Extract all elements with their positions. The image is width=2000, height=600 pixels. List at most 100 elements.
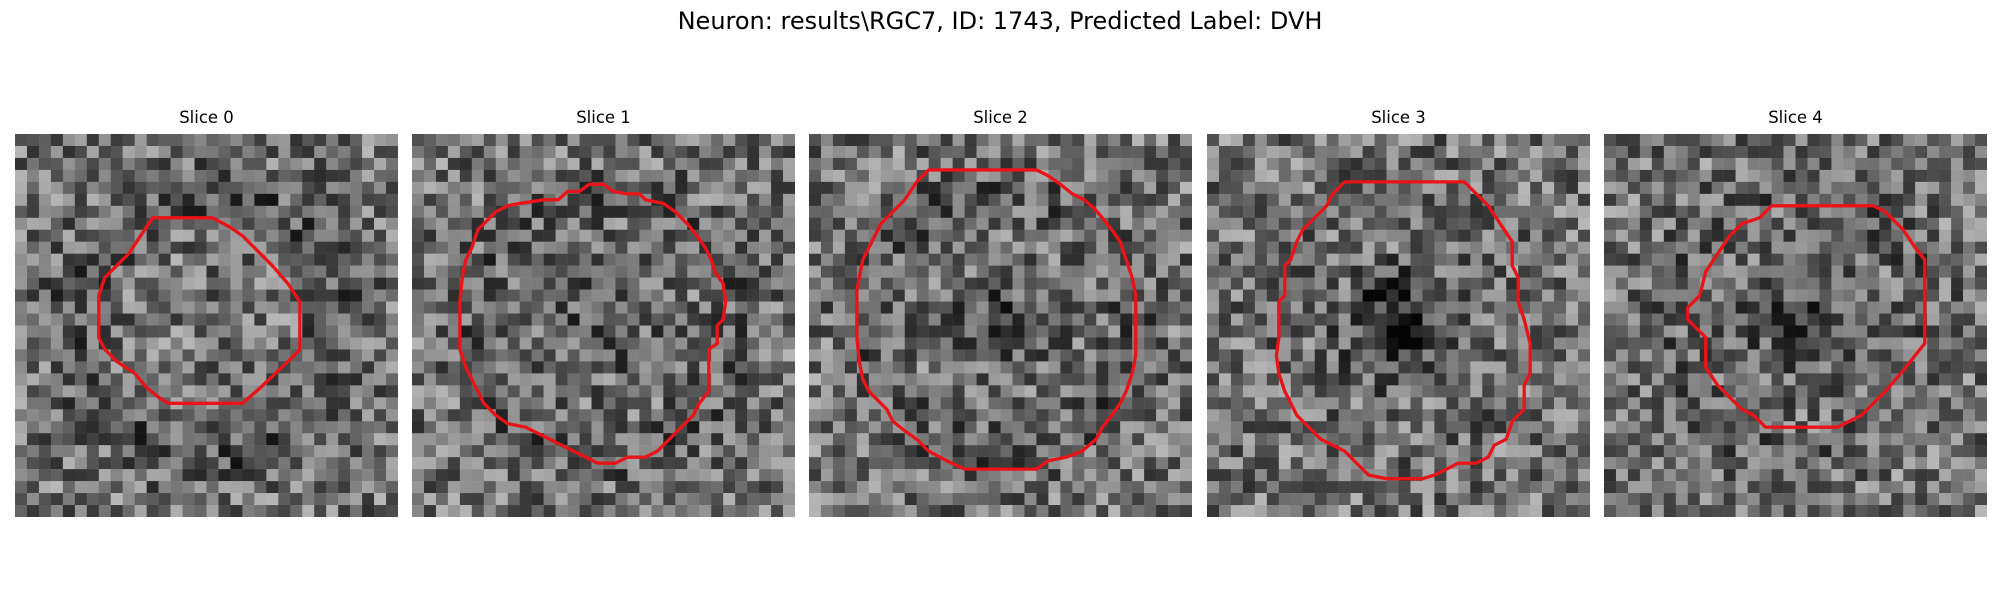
pixel — [615, 469, 628, 482]
pixel — [856, 229, 870, 242]
pixel — [98, 325, 111, 338]
pixel — [1554, 409, 1567, 422]
pixel — [1470, 481, 1483, 494]
pixel — [1048, 193, 1061, 207]
pixel — [1819, 277, 1832, 290]
pixel — [1578, 373, 1590, 386]
pixel — [74, 241, 88, 254]
pixel — [844, 373, 858, 386]
pixel — [26, 469, 40, 482]
pixel — [1207, 277, 1220, 290]
pixel — [519, 289, 532, 302]
pixel — [218, 169, 231, 183]
pixel — [1783, 157, 1796, 171]
pixel — [1458, 313, 1471, 326]
pixel — [1230, 385, 1244, 398]
pixel — [98, 313, 111, 326]
pixel — [603, 409, 616, 422]
pixel — [110, 169, 123, 183]
pixel — [735, 289, 748, 302]
pixel — [1326, 241, 1339, 254]
pixel — [1254, 361, 1268, 374]
pixel — [1326, 145, 1339, 159]
pixel — [1278, 505, 1292, 517]
pixel — [1530, 145, 1543, 159]
pixel — [447, 385, 461, 398]
pixel — [1338, 313, 1351, 326]
pixel — [1278, 145, 1292, 159]
pixel — [1156, 505, 1169, 517]
pixel — [386, 385, 398, 398]
pixel — [495, 421, 508, 434]
pixel — [350, 181, 363, 195]
pixel — [1132, 253, 1145, 266]
pixel — [1207, 193, 1220, 207]
pixel — [1084, 409, 1097, 422]
pixel — [723, 157, 736, 171]
pixel — [1975, 409, 1987, 422]
pixel — [386, 409, 398, 422]
pixel — [1735, 193, 1748, 207]
pixel — [1302, 373, 1315, 386]
pixel — [86, 481, 100, 494]
pixel — [567, 397, 580, 410]
pixel — [1254, 385, 1268, 398]
pixel — [1060, 493, 1073, 506]
pixel — [1012, 241, 1025, 254]
pixel — [1302, 337, 1315, 350]
pixel — [423, 349, 437, 362]
pixel — [603, 217, 616, 230]
pixel — [1242, 421, 1256, 434]
pixel — [531, 265, 544, 278]
pixel — [122, 134, 135, 147]
pixel — [615, 313, 628, 326]
pixel — [555, 157, 568, 171]
pixel — [362, 301, 375, 314]
pixel — [74, 325, 88, 338]
pixel — [1386, 241, 1399, 254]
pixel — [1831, 373, 1844, 386]
pixel — [1482, 241, 1495, 254]
pixel — [1350, 481, 1363, 494]
pixel — [1578, 145, 1590, 159]
pixel — [338, 157, 351, 171]
pixel — [1783, 289, 1796, 302]
pixel — [146, 409, 159, 422]
pixel — [483, 181, 497, 195]
pixel — [1302, 493, 1315, 506]
pixel — [1578, 469, 1590, 482]
pixel — [1012, 277, 1025, 290]
pixel — [62, 169, 76, 183]
pixel — [627, 277, 640, 290]
pixel — [1494, 253, 1507, 266]
pixel — [699, 217, 712, 230]
pixel — [1903, 385, 1916, 398]
pixel — [1458, 445, 1471, 458]
pixel — [1783, 277, 1796, 290]
pixel — [627, 217, 640, 230]
pixel — [134, 385, 147, 398]
pixel — [26, 349, 40, 362]
pixel — [74, 505, 88, 517]
pixel — [988, 445, 1001, 458]
pixel — [1132, 313, 1145, 326]
pixel — [591, 205, 604, 219]
pixel — [1000, 301, 1013, 314]
pixel — [1168, 445, 1181, 458]
pixel — [579, 277, 592, 290]
pixel — [326, 397, 339, 410]
pixel — [531, 373, 544, 386]
pixel — [1326, 481, 1339, 494]
pixel — [1554, 325, 1567, 338]
pixel — [1831, 397, 1844, 410]
pixel — [1072, 421, 1085, 434]
pixel — [1795, 409, 1808, 422]
pixel — [1975, 301, 1987, 314]
pixel — [1747, 241, 1760, 254]
pixel — [386, 253, 398, 266]
pixel — [1060, 349, 1073, 362]
pixel — [15, 433, 28, 446]
pixel — [507, 289, 520, 302]
pixel — [1470, 409, 1483, 422]
pixel — [495, 313, 508, 326]
